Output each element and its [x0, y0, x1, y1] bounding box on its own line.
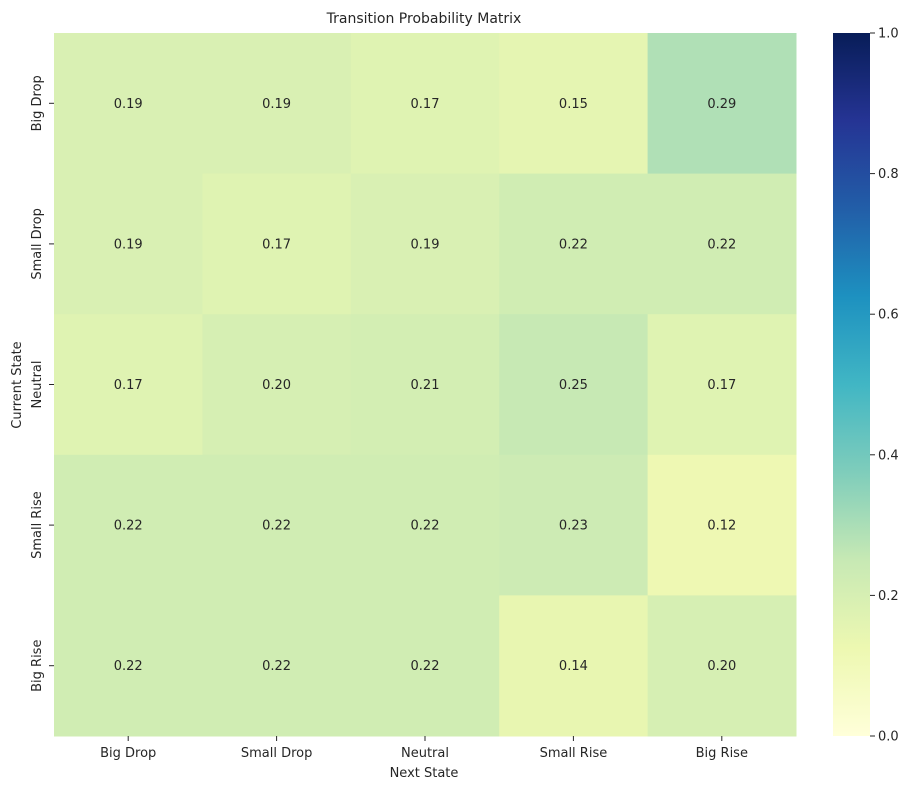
cell-value-label: 0.22	[559, 237, 588, 252]
y-tick-label: Big Drop	[30, 75, 45, 131]
heatmap-cell	[202, 314, 352, 456]
cell-value-label: 0.22	[114, 659, 143, 674]
heatmap-cell	[54, 454, 203, 596]
heatmap-cell	[350, 314, 500, 456]
heatmap-cells	[54, 33, 797, 737]
colorbar-tick-label: 1.0	[878, 27, 899, 42]
y-tick-label: Neutral	[30, 361, 45, 409]
x-tick-label: Neutral	[401, 746, 449, 761]
heatmap-cell	[54, 173, 203, 315]
cell-value-label: 0.19	[262, 97, 291, 112]
cell-value-label: 0.17	[262, 237, 291, 252]
cell-value-label: 0.22	[114, 519, 143, 534]
cell-value-label: 0.15	[559, 97, 588, 112]
cell-value-label: 0.29	[707, 97, 736, 112]
heatmap-cell	[54, 314, 203, 456]
heatmap-cell	[202, 173, 352, 315]
heatmap-cell	[350, 454, 500, 596]
x-axis-label: Next State	[390, 766, 459, 781]
heatmap-cell	[202, 33, 352, 175]
heatmap-cell	[499, 33, 649, 175]
x-tick-label: Small Drop	[241, 746, 313, 761]
chart-title: Transition Probability Matrix	[326, 11, 522, 27]
heatmap-cell	[647, 33, 797, 175]
heatmap-cell	[499, 314, 649, 456]
cell-value-label: 0.19	[411, 237, 440, 252]
x-tick-label: Big Rise	[696, 746, 748, 761]
heatmap-cell	[647, 314, 797, 456]
cell-annotations: 0.19 0.19 0.17 0.15 0.29 0.19 0.17 0.19 0.22 0.22…	[114, 97, 737, 674]
heatmap-cell	[647, 454, 797, 596]
y-tick-label: Small Drop	[30, 208, 45, 280]
colorbar-tick-label: 0.4	[878, 448, 899, 463]
colorbar-tick-label: 0.0	[878, 730, 899, 745]
colorbar-tick-label: 0.6	[878, 308, 899, 323]
colorbar-tick-label: 0.8	[878, 167, 899, 182]
cell-value-label: 0.19	[114, 237, 143, 252]
cell-value-label: 0.20	[707, 659, 736, 674]
cell-value-label: 0.17	[114, 378, 143, 393]
heatmap-cell	[54, 595, 203, 737]
cell-value-label: 0.19	[114, 97, 143, 112]
colorbar-gradient	[833, 33, 870, 736]
heatmap-cell	[202, 595, 352, 737]
x-axis: Big Drop Small Drop Neutral Small Rise Big R…	[100, 736, 748, 761]
heatmap-cell	[350, 33, 500, 175]
heatmap-cell	[54, 33, 203, 175]
y-tick-label: Small Rise	[30, 491, 45, 559]
heatmap-cell	[499, 173, 649, 315]
cell-value-label: 0.22	[411, 659, 440, 674]
cell-value-label: 0.22	[707, 237, 736, 252]
heatmap-cell	[647, 173, 797, 315]
heatmap-cell	[647, 595, 797, 737]
heatmap-cell	[499, 595, 649, 737]
cell-value-label: 0.22	[411, 519, 440, 534]
cell-value-label: 0.21	[411, 378, 440, 393]
y-tick-label: Big Rise	[30, 640, 45, 692]
cell-value-label: 0.20	[262, 378, 291, 393]
heatmap-cell	[350, 595, 500, 737]
cell-value-label: 0.14	[559, 659, 588, 674]
heatmap-cell	[350, 173, 500, 315]
x-tick-label: Small Rise	[540, 746, 608, 761]
cell-value-label: 0.12	[707, 519, 736, 534]
cell-value-label: 0.22	[262, 519, 291, 534]
colorbar-tick-label: 0.2	[878, 589, 899, 604]
y-axis: Big Drop Small Drop Neutral Small Rise Big R…	[30, 75, 54, 692]
y-axis-label: Current State	[10, 341, 25, 428]
colorbar: 0.0 0.2 0.4 0.6 0.8 1.0	[833, 27, 899, 745]
x-tick-label: Big Drop	[100, 746, 156, 761]
cell-value-label: 0.22	[262, 659, 291, 674]
cell-value-label: 0.17	[411, 97, 440, 112]
colorbar-ticks: 0.0 0.2 0.4 0.6 0.8 1.0	[870, 27, 899, 745]
cell-value-label: 0.17	[707, 378, 736, 393]
heatmap-cell	[202, 454, 352, 596]
cell-value-label: 0.23	[559, 519, 588, 534]
heatmap-cell	[499, 454, 649, 596]
cell-value-label: 0.25	[559, 378, 588, 393]
